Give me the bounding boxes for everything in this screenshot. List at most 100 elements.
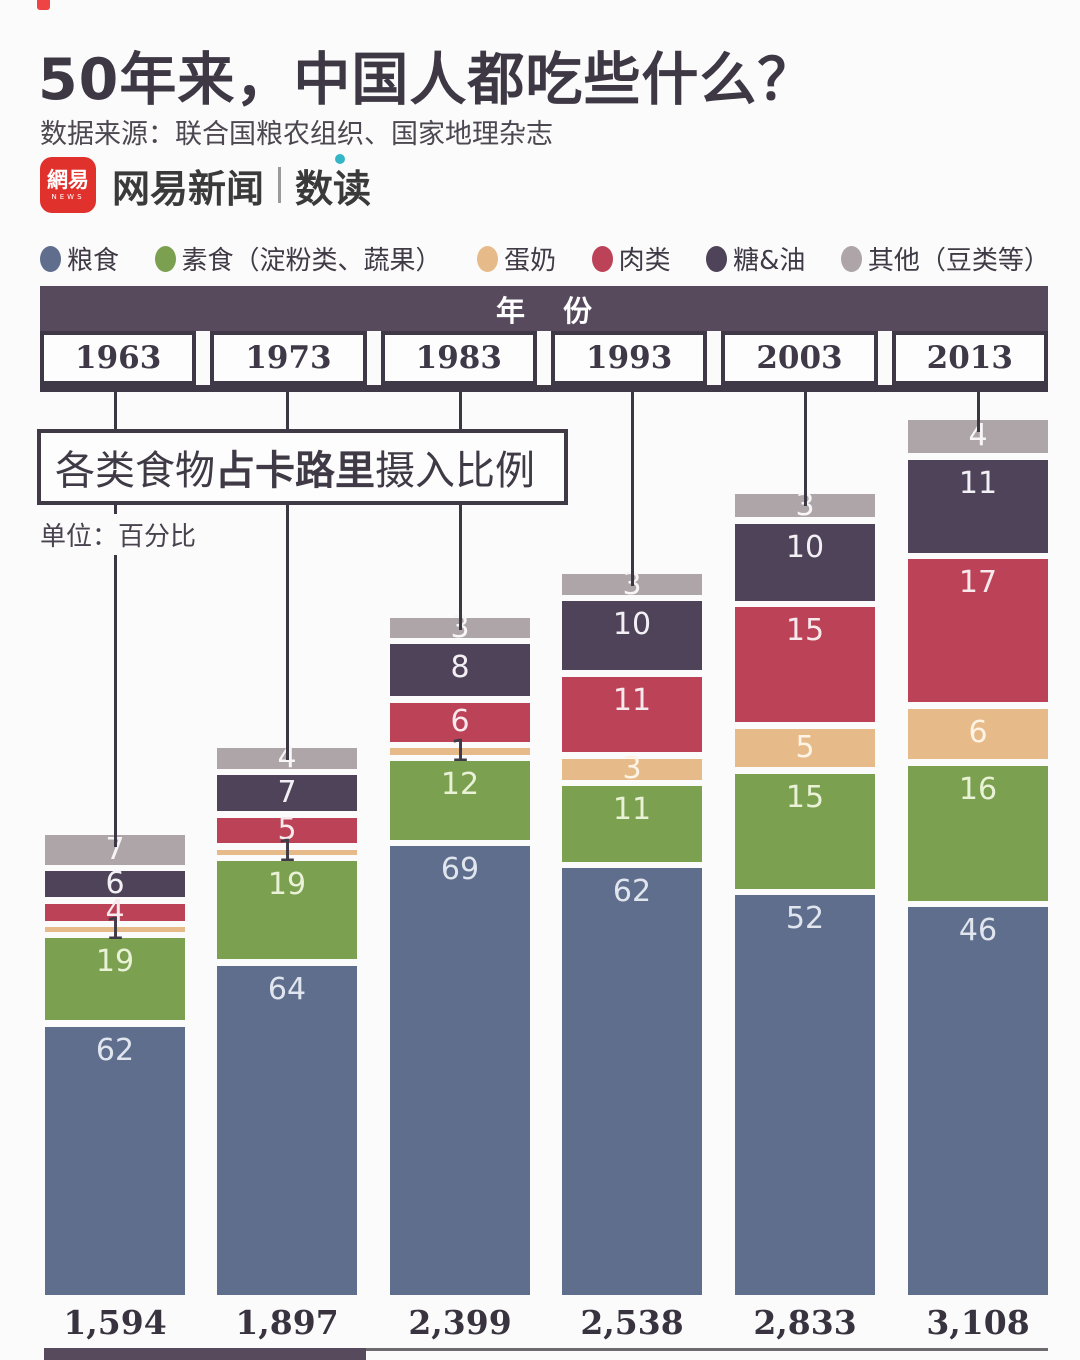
bar-segment-vegetarian-1963: 19 bbox=[45, 938, 185, 1021]
legend: 粮食 素食（淀粉类、蔬果） 蛋奶 肉类 糖&油 其他（豆类等） bbox=[40, 240, 1050, 277]
segment-value-label: 69 bbox=[440, 852, 480, 888]
segment-value-label: 6 bbox=[968, 714, 988, 750]
legend-label: 其他（豆类等） bbox=[867, 246, 1050, 276]
legend-item-sugar-oil: 糖&油 bbox=[706, 240, 805, 277]
bar-segment-sugar-oil-2003: 10 bbox=[735, 523, 875, 601]
total-kcal-2003: 2,833 bbox=[753, 1303, 857, 1342]
bar-segment-grain-1973: 64 bbox=[217, 965, 357, 1295]
bar-segment-egg-dairy-2013: 6 bbox=[908, 708, 1048, 760]
bar-column-1983: 38611269 bbox=[390, 612, 530, 1295]
segment-value-label: 17 bbox=[958, 565, 998, 601]
meat-dot-icon bbox=[591, 245, 613, 272]
bar-segment-vegetarian-1983: 12 bbox=[390, 761, 530, 840]
sugar-oil-dot-icon bbox=[706, 245, 728, 272]
chart-title-box: 各类食物 占卡路里 摄入比例 bbox=[37, 429, 568, 505]
bar-segment-grain-2013: 46 bbox=[908, 907, 1048, 1295]
segment-value-label: 12 bbox=[440, 767, 480, 803]
segment-value-label: 6 bbox=[450, 704, 470, 740]
year-connector-1983 bbox=[458, 392, 462, 631]
bar-segment-sugar-oil-1963: 6 bbox=[45, 866, 185, 902]
total-kcal-1983: 2,399 bbox=[408, 1303, 512, 1342]
vegetarian-dot-icon bbox=[154, 245, 176, 272]
year-connector-1973 bbox=[285, 392, 289, 761]
bar-segment-vegetarian-1973: 19 bbox=[217, 861, 357, 960]
bar-segment-egg-dairy-1993: 3 bbox=[562, 753, 702, 785]
segment-value-label: 10 bbox=[612, 607, 652, 643]
segment-value-label: 19 bbox=[267, 867, 307, 903]
page-title: 50年来，中国人都吃些什么？ bbox=[38, 47, 816, 113]
bar-segment-vegetarian-2013: 16 bbox=[908, 765, 1048, 901]
year-connector-2003 bbox=[803, 392, 807, 507]
bar-segment-sugar-oil-1973: 7 bbox=[217, 775, 357, 812]
year-cell-1993: 1993 bbox=[550, 331, 708, 385]
chart-title-part1: 各类食物 bbox=[55, 448, 215, 494]
year-cell-2003: 2003 bbox=[721, 331, 878, 385]
brand-name: 网易新闻 bbox=[112, 166, 265, 211]
segment-value-label: 62 bbox=[612, 874, 652, 910]
legend-label: 糖&油 bbox=[733, 246, 806, 276]
bar-column-1963: 7 6 4 1 19 62 bbox=[45, 833, 185, 1295]
bar-column-1993: 3101131162 bbox=[562, 568, 702, 1295]
total-kcal-1993: 2,538 bbox=[580, 1303, 684, 1342]
bar-segment-meat-1993: 11 bbox=[562, 676, 702, 753]
legend-item-meat: 肉类 bbox=[591, 240, 671, 277]
corner-red-mark bbox=[37, 0, 50, 10]
footer-divider-line bbox=[44, 1348, 1048, 1351]
logo-badge-subtext: NEWS bbox=[51, 193, 85, 201]
bar-segment-grain-1963: 62 bbox=[45, 1026, 185, 1295]
data-source-note: 数据来源：联合国粮农组织、国家地理杂志 bbox=[40, 119, 553, 150]
year-connector-2013 bbox=[976, 392, 980, 432]
bar-segment-sugar-oil-1993: 10 bbox=[562, 601, 702, 671]
segment-value-label: 52 bbox=[785, 901, 825, 937]
total-kcal-1963: 1,594 bbox=[63, 1303, 167, 1342]
year-connector-1993 bbox=[630, 392, 634, 587]
segment-value-label: 5 bbox=[277, 812, 297, 848]
bar-segment-meat-1983: 6 bbox=[390, 702, 530, 742]
year-table-rule bbox=[40, 385, 1048, 392]
bar-segment-sugar-oil-2013: 11 bbox=[908, 459, 1048, 553]
segment-value-label: 11 bbox=[612, 682, 652, 718]
segment-value-label: 5 bbox=[795, 730, 815, 765]
year-connector-1963 bbox=[113, 392, 117, 847]
brand-logo: 網易 NEWS 网易新闻 数读 bbox=[40, 153, 371, 214]
segment-value-label: 11 bbox=[612, 792, 652, 827]
grain-dot-icon bbox=[40, 245, 61, 272]
segment-value-label: 3 bbox=[622, 751, 642, 787]
footer-divider-accent bbox=[44, 1348, 366, 1360]
section-name: 数读 bbox=[295, 153, 371, 213]
segment-value-label: 10 bbox=[785, 529, 825, 565]
legend-label: 肉类 bbox=[618, 246, 671, 276]
segment-value-label: 62 bbox=[95, 1032, 135, 1068]
other-dot-icon bbox=[840, 245, 862, 272]
bar-segment-grain-1983: 69 bbox=[390, 846, 530, 1295]
teal-dot-icon bbox=[335, 153, 346, 164]
year-cell-2013: 2013 bbox=[891, 331, 1048, 385]
logo-badge-text: 網易 bbox=[47, 168, 89, 192]
legend-item-other: 其他（豆类等） bbox=[840, 240, 1050, 277]
year-cell-1963: 1963 bbox=[40, 331, 197, 385]
segment-value-label: 64 bbox=[267, 971, 307, 1007]
legend-label: 蛋奶 bbox=[504, 246, 557, 276]
bar-segment-egg-dairy-2003: 5 bbox=[735, 728, 875, 768]
bar-column-1973: 47511964 bbox=[217, 742, 357, 1295]
legend-item-grain: 粮食 bbox=[40, 240, 119, 277]
segment-value-label: 46 bbox=[958, 913, 998, 949]
year-cell-1973: 1973 bbox=[210, 331, 367, 385]
logo-separator bbox=[278, 167, 282, 203]
year-cells-row: 1963 1973 1983 1993 2003 2013 bbox=[40, 331, 1048, 385]
segment-value-label: 11 bbox=[958, 465, 998, 501]
bar-segment-meat-1963: 4 bbox=[45, 896, 185, 928]
total-kcal-2013: 3,108 bbox=[926, 1303, 1030, 1342]
year-axis-header: 年 份 bbox=[40, 286, 1048, 331]
bar-segment-egg-dairy-1963: 1 bbox=[45, 913, 185, 945]
legend-label: 粮食 bbox=[67, 246, 120, 276]
segment-value-label: 6 bbox=[105, 866, 125, 902]
legend-label: 素食（淀粉类、蔬果） bbox=[181, 246, 442, 276]
unit-label: 单位：百分比 bbox=[40, 514, 205, 555]
bar-segment-vegetarian-1993: 11 bbox=[562, 786, 702, 862]
bar-segment-egg-dairy-1983: 1 bbox=[390, 735, 530, 767]
segment-value-label: 7 bbox=[277, 775, 297, 811]
year-cell-1983: 1983 bbox=[380, 331, 537, 385]
bar-segment-sugar-oil-1983: 8 bbox=[390, 644, 530, 697]
